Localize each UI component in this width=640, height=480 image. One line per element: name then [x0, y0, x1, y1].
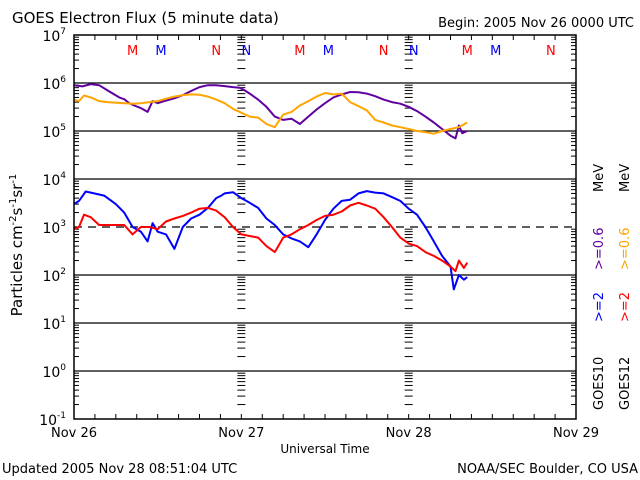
mn-marker: M [294, 44, 305, 59]
y-tick-label: 105 [42, 123, 66, 141]
y-tick-label: 104 [42, 171, 66, 189]
ylabel-exp1: -2 [8, 215, 19, 225]
y-tick-label: 10-1 [39, 411, 66, 429]
x-tick-label: Nov 26 [51, 426, 97, 441]
mn-marker: M [462, 44, 473, 59]
mn-marker: M [155, 44, 166, 59]
mn-marker: N [241, 44, 251, 59]
x-tick-label: Nov 29 [553, 426, 599, 441]
y-tick-label: 107 [42, 27, 66, 45]
mn-marker: M [490, 44, 501, 59]
series-line-goes12-0-6-mev [73, 92, 468, 135]
ylabel-exp3: -1 [8, 174, 19, 184]
gridlines [74, 82, 576, 372]
x-axis-label: Universal Time [280, 442, 369, 456]
mn-marker: N [211, 44, 221, 59]
y-tick-label: 106 [42, 75, 66, 93]
ylabel-exp2: -1 [8, 198, 19, 208]
chart-title: GOES Electron Flux (5 minute data) [12, 9, 279, 27]
legend-goes10-2mev: >=2 [592, 292, 607, 322]
y-tick-label: 103 [42, 219, 66, 237]
mn-marker: N [409, 44, 419, 59]
legend: GOES10 >=2 >=0.6 MeV GOES12 >=2 >=0.6 Me… [592, 164, 633, 410]
x-tick-labels: Nov 26 Nov 27 Nov 28 Nov 29 [51, 426, 599, 441]
plot-frame [73, 34, 577, 420]
mn-marker: N [546, 44, 556, 59]
x-tick-label: Nov 28 [386, 426, 432, 441]
updated-timestamp: Updated 2005 Nov 28 08:51:04 UTC [2, 462, 237, 477]
source-credit: NOAA/SEC Boulder, CO USA [457, 462, 638, 477]
legend-goes12-2mev: >=2 [618, 292, 633, 322]
legend-goes10: GOES10 [592, 357, 607, 410]
legend-goes12: GOES12 [618, 357, 633, 410]
series-line-goes12-2-mev [73, 201, 469, 273]
svg-text:Particles cm-2s-1sr-1: Particles cm-2s-1sr-1 [8, 174, 26, 317]
y-tick-label: 101 [42, 315, 66, 333]
y-axis-label: Particles cm-2s-1sr-1 [8, 174, 26, 317]
x-tick-label: Nov 27 [218, 426, 264, 441]
axis-ticks [73, 35, 577, 419]
series-layer [73, 83, 469, 291]
chart-subtitle: Begin: 2005 Nov 26 0000 UTC [438, 16, 634, 31]
mn-marker: N [379, 44, 389, 59]
y-tick-label: 102 [42, 267, 66, 285]
ylabel-sr: sr [8, 183, 26, 198]
legend-goes10-06mev: >=0.6 [592, 228, 607, 270]
series-line-goes10-0-6-mev [73, 83, 468, 140]
legend-goes12-06mev: >=0.6 [618, 228, 633, 270]
legend-mev-2: MeV [618, 164, 633, 192]
mn-marker: M [323, 44, 334, 59]
ylabel-s: s [8, 207, 26, 215]
y-tick-label: 100 [42, 363, 66, 381]
mn-marker: M [127, 44, 138, 59]
legend-mev-1: MeV [592, 164, 607, 192]
y-tick-labels: 107 106 105 104 103 102 101 100 10-1 [39, 27, 66, 429]
series-line-goes10-2-mev [73, 190, 468, 291]
ylabel-base: Particles cm [8, 225, 26, 316]
